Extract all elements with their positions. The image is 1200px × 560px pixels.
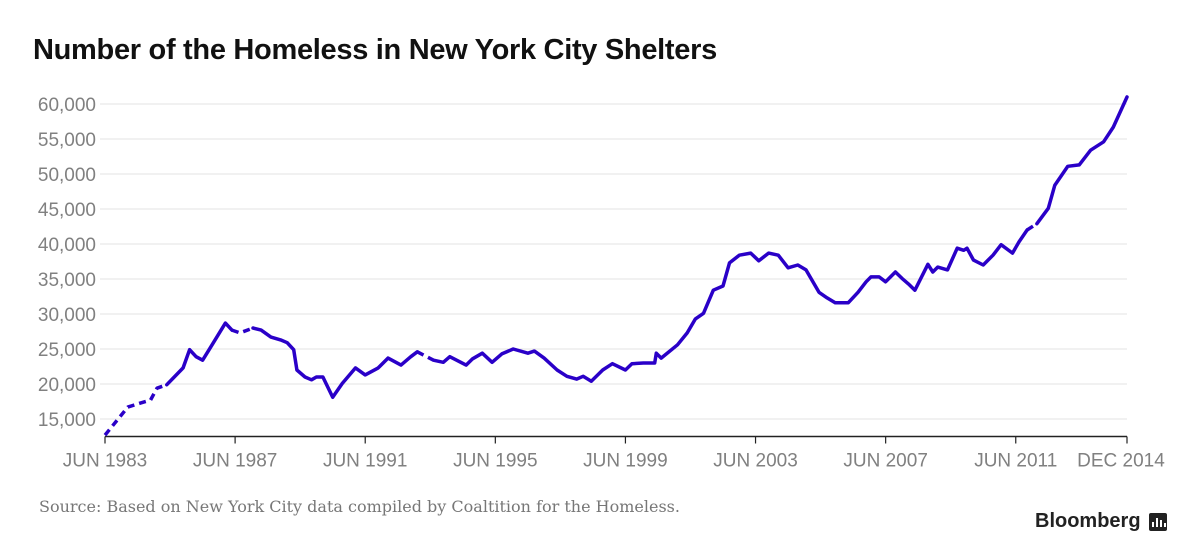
source-note: Source: Based on New York City data comp… [39,497,680,516]
y-tick-label: 30,000 [38,305,96,326]
series-line-segment [251,326,420,400]
series-line-dashed-segment [103,383,168,437]
line-chart: 15,000 20,000 25,000 30,000 35,000 40,000 45,0… [38,95,1165,472]
y-tick-label: 45,000 [38,200,96,221]
y-tick-label: 35,000 [38,270,96,291]
y-tick-label: 40,000 [38,235,96,256]
series-line-dashed-segment [416,350,435,362]
x-axis: JUN 1983 JUN 1987 JUN 1991 JUN 1995 JUN 1999… [63,435,1165,472]
bloomberg-logo: Bloomberg [1035,510,1167,533]
series-line [103,95,1129,437]
series-line-segment [165,321,234,387]
bloomberg-chart-icon [1148,512,1167,531]
y-tick-label: 60,000 [38,95,96,116]
series-line-dashed-segment [1026,222,1038,232]
x-tick-label: JUN 1983 [63,451,148,472]
x-tick-label: JUN 2007 [843,451,928,472]
y-axis-ticks: 15,000 20,000 25,000 30,000 35,000 40,000 45,0… [38,95,96,431]
y-tick-label: 50,000 [38,165,96,186]
y-tick-label: 55,000 [38,130,96,151]
x-tick-label: JUN 2003 [713,451,798,472]
y-tick-label: 25,000 [38,340,96,361]
series-line-segment [1035,95,1129,226]
series-line-dashed-segment [231,326,254,335]
x-tick-label: JUN 1991 [323,451,408,472]
brand-name: Bloomberg [1035,510,1141,532]
x-tick-label: JUN 1995 [453,451,538,472]
x-tick-label: DEC 2014 [1077,451,1165,472]
chart-title: Number of the Homeless in New York City … [33,34,717,66]
y-tick-label: 20,000 [38,375,96,396]
x-tick-label: JUN 1987 [193,451,278,472]
x-tick-label: JUN 2011 [974,451,1057,472]
y-tick-label: 15,000 [38,410,96,431]
gridlines [100,103,1127,420]
series-line-segment [431,228,1029,383]
x-tick-label: JUN 1999 [583,451,668,472]
